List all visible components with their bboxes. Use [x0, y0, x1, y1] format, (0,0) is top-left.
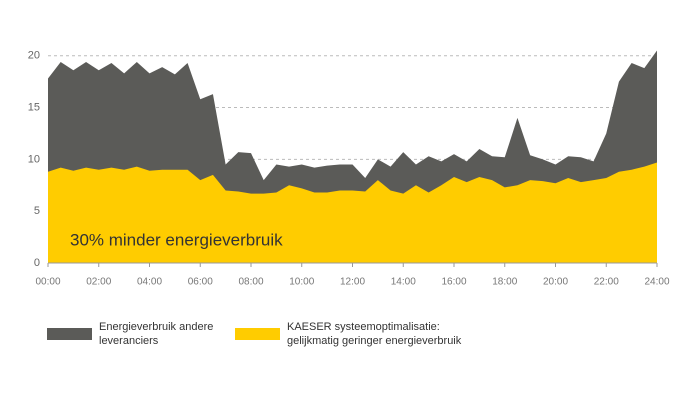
x-tick-label: 20:00 — [543, 277, 568, 288]
legend-item: KAESER systeemoptimalisatie: gelijkmatig… — [235, 320, 487, 348]
legend-swatch — [47, 328, 92, 340]
legend-label: KAESER systeemoptimalisatie: gelijkmatig… — [287, 321, 462, 347]
x-tick-label: 02:00 — [86, 277, 111, 288]
legend-swatch — [235, 328, 280, 340]
x-tick-label: 10:00 — [289, 277, 314, 288]
x-tick-label: 16:00 — [441, 277, 466, 288]
legend-label: Energieverbruik andere leveranciers — [99, 321, 214, 347]
legend-item: Energieverbruik andere leveranciers — [47, 320, 219, 348]
chart: 0 5 10 15 20 00:00 02:00 04:00 06:00 08:00 10:00 12… — [28, 50, 670, 288]
x-tick-label: 22:00 — [594, 277, 619, 288]
x-tick-label: 04:00 — [137, 277, 162, 288]
x-tick-label: 06:00 — [188, 277, 213, 288]
area — [48, 162, 657, 263]
x-tick-label: 08:00 — [238, 277, 263, 288]
annotation: 30% minder energieverbruik — [70, 230, 283, 249]
y-tick-label: 15 — [28, 101, 40, 113]
y-tick-label: 5 — [34, 205, 40, 217]
x-tick-label: 00:00 — [35, 277, 60, 288]
x-tick-label: 14:00 — [391, 277, 416, 288]
x-tick-label: 18:00 — [492, 277, 517, 288]
y-tick-label: 20 — [28, 50, 40, 62]
x-tick-label: 12:00 — [340, 277, 365, 288]
y-tick-label: 0 — [34, 257, 40, 269]
y-tick-label: 10 — [28, 153, 40, 165]
x-tick-label: 24:00 — [644, 277, 669, 288]
